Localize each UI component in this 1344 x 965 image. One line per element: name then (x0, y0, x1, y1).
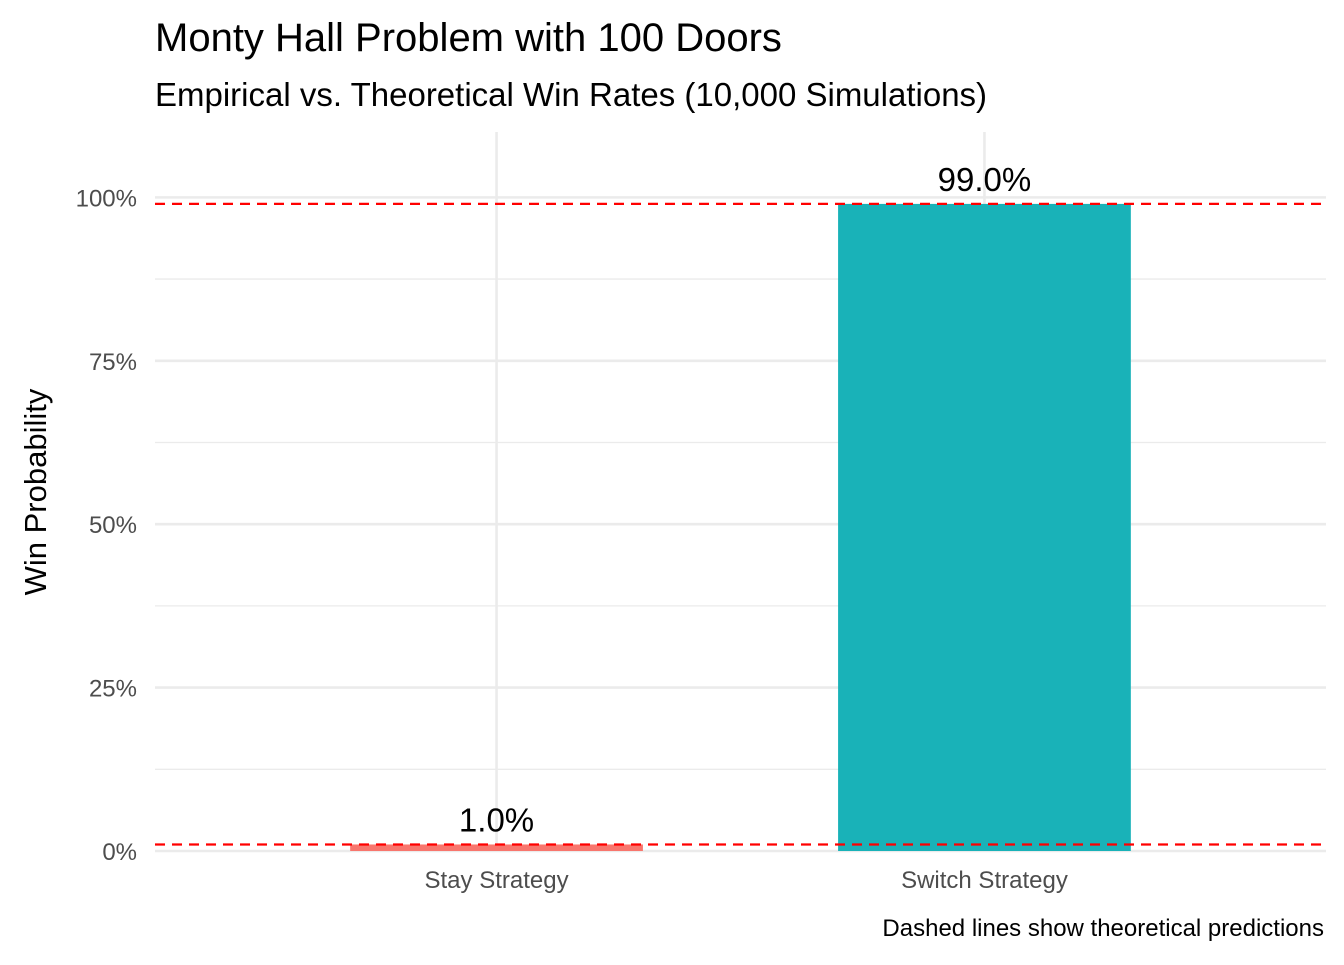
reference-lines (155, 202, 1326, 846)
bar-switch-strategy (838, 203, 1131, 851)
data-label: 99.0% (938, 161, 1032, 198)
y-tick-label: 0% (102, 839, 137, 866)
x-tick-label: Switch Strategy (901, 867, 1068, 894)
y-tick-label: 75% (89, 349, 137, 376)
y-axis: 0% 25% 50% 75% 100% (76, 185, 137, 866)
gridlines (155, 132, 1326, 853)
x-tick-label: Stay Strategy (425, 867, 569, 894)
bar-stay-strategy (350, 844, 643, 851)
data-label: 1.0% (459, 801, 534, 838)
bars (350, 203, 1131, 851)
x-axis: Stay Strategy Switch Strategy (425, 867, 1068, 894)
chart-caption: Dashed lines show theoretical prediction… (882, 915, 1324, 942)
data-labels: 1.0% 99.0% (459, 161, 1031, 839)
y-axis-title: Win Probability (18, 388, 53, 595)
chart-title: Monty Hall Problem with 100 Doors (155, 16, 782, 60)
y-tick-label: 100% (76, 185, 137, 212)
chart-subtitle: Empirical vs. Theoretical Win Rates (10,… (155, 76, 987, 113)
y-tick-label: 25% (89, 676, 137, 703)
y-tick-label: 50% (89, 512, 137, 539)
